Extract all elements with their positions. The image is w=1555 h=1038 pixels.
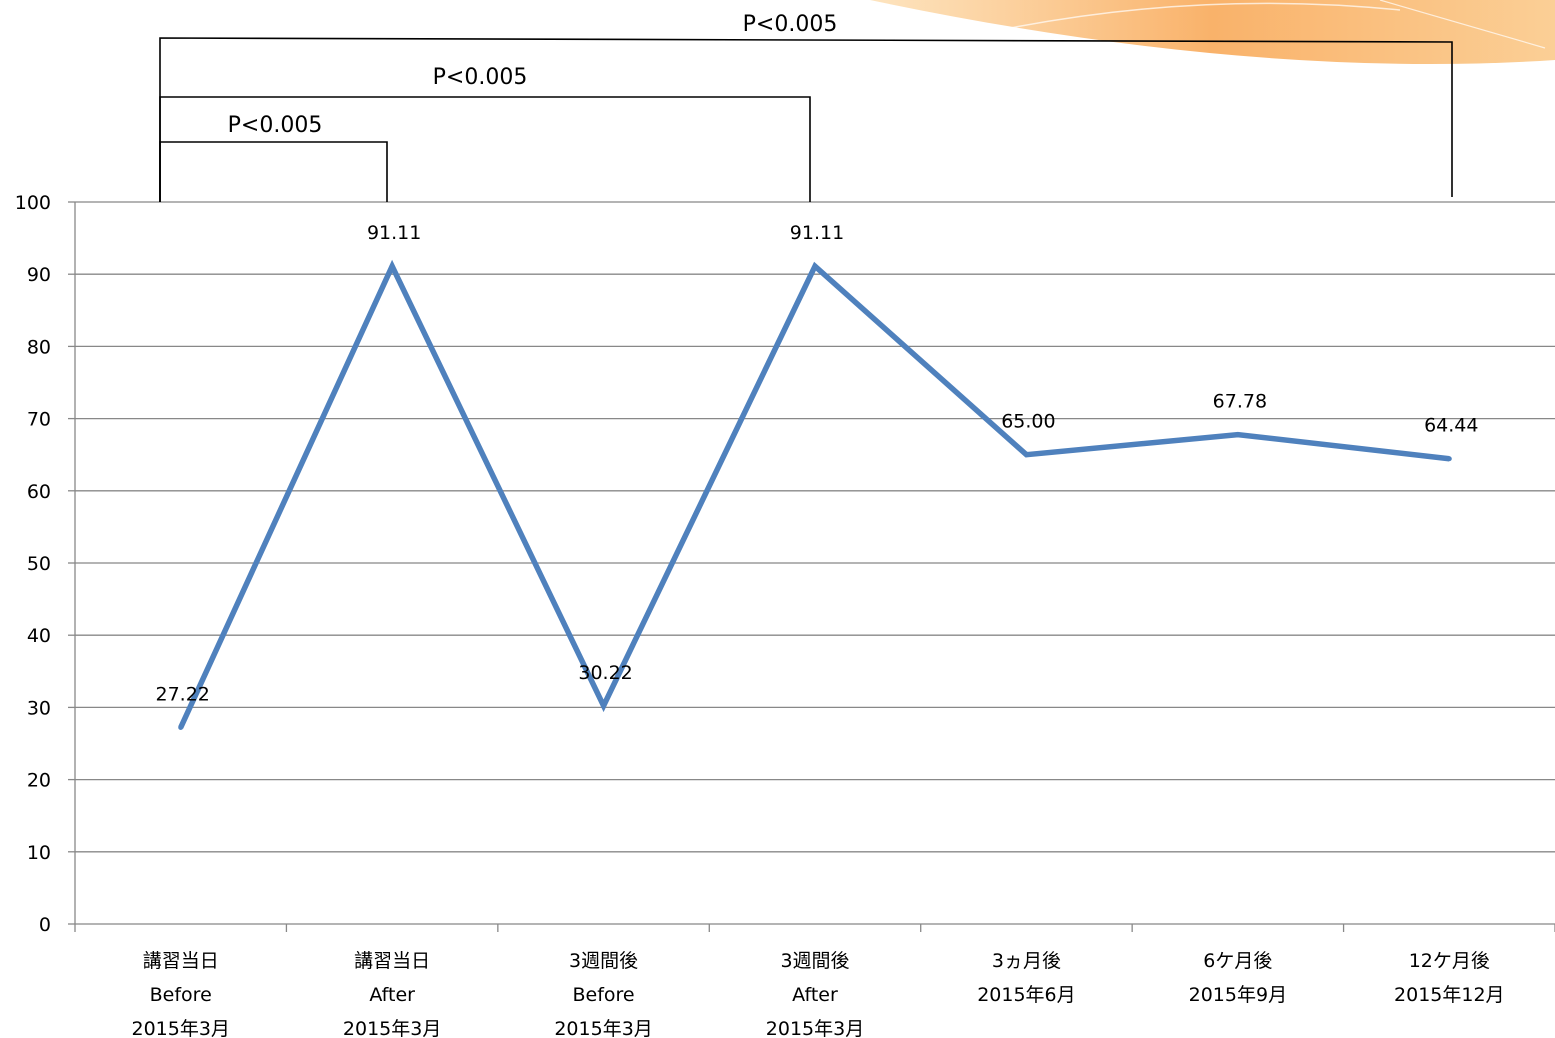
x-tick-label-line: 2015年3月: [554, 1018, 652, 1038]
significance-brackets: P<0.005 P<0.005 P<0.005: [159, 12, 1453, 202]
series: [178, 259, 1452, 730]
x-tick-label-line: 2015年3月: [766, 1018, 864, 1038]
data-label: 30.22: [578, 662, 632, 684]
x-tick-label: 講習当日 Before 2015年3月: [131, 950, 229, 1038]
series-line: [178, 259, 1450, 729]
data-point: [1023, 452, 1029, 458]
data-point: [812, 263, 818, 269]
data-point: [1235, 432, 1241, 438]
x-tick-label: 3週間後 After 2015年3月: [766, 950, 864, 1038]
significance-label: P<0.005: [743, 12, 838, 37]
significance-label: P<0.005: [228, 113, 323, 138]
decorative-swoosh: [870, 0, 1555, 64]
gridlines: [68, 201, 1555, 925]
y-tick-label: 40: [27, 625, 51, 647]
x-tick-label-line: 講習当日: [143, 950, 219, 972]
data-point: [389, 263, 395, 269]
x-tick-label-line: 2015年9月: [1189, 984, 1287, 1006]
y-tick-label: 80: [27, 336, 51, 358]
x-tick-label: 6ケ月後 2015年9月: [1189, 950, 1287, 1006]
data-label: 67.78: [1213, 391, 1267, 413]
x-tick-label: 講習当日 After 2015年3月: [343, 950, 441, 1038]
data-labels: 27.22 91.11 30.22 91.11 65.00 67.78 64.44: [156, 222, 1479, 705]
x-tick-label-line: 12ケ月後: [1409, 950, 1490, 972]
x-tick-label-line: 2015年12月: [1394, 984, 1505, 1006]
y-tick-label: 20: [27, 770, 51, 792]
x-tick-label-line: 3ヵ月後: [992, 950, 1061, 972]
y-tick-labels: 0 10 20 30 40 50 60 70 80 90 100: [15, 192, 51, 936]
x-tick-label: 3ヵ月後 2015年6月: [977, 950, 1075, 1006]
data-label: 65.00: [1001, 411, 1055, 433]
y-tick-label: 90: [27, 264, 51, 286]
y-tick-label: 30: [27, 697, 51, 719]
significance-bracket: [159, 37, 1453, 202]
x-tick-label-line: Before: [150, 984, 212, 1006]
x-tick-label-line: After: [369, 984, 415, 1006]
x-tick-label-line: 2015年3月: [131, 1018, 229, 1038]
significance-label: P<0.005: [433, 65, 528, 90]
axes: [74, 202, 1555, 932]
x-tick-label-line: 3週間後: [780, 950, 849, 972]
x-tick-label-line: Before: [573, 984, 635, 1006]
data-label: 27.22: [156, 683, 210, 705]
x-tick-label-line: 講習当日: [354, 950, 430, 972]
y-tick-label: 0: [39, 914, 51, 936]
data-label: 91.11: [790, 222, 844, 244]
data-point: [1446, 456, 1452, 462]
x-tick-label-line: After: [792, 984, 838, 1006]
y-tick-label: 50: [27, 553, 51, 575]
data-label: 91.11: [367, 222, 421, 244]
x-tick-label-line: 3週間後: [569, 950, 638, 972]
x-tick-label-line: 2015年6月: [977, 984, 1075, 1006]
data-point: [601, 703, 607, 709]
y-tick-label: 10: [27, 842, 51, 864]
x-tick-label: 12ケ月後 2015年12月: [1394, 950, 1505, 1006]
y-tick-label: 60: [27, 481, 51, 503]
x-tick-label: 3週間後 Before 2015年3月: [554, 950, 652, 1038]
x-tick-label-line: 6ケ月後: [1203, 950, 1272, 972]
x-tick-label-line: 2015年3月: [343, 1018, 441, 1038]
y-tick-label: 100: [15, 192, 51, 214]
data-point: [178, 724, 184, 730]
data-label: 64.44: [1424, 415, 1478, 437]
significance-bracket: [159, 141, 388, 202]
y-tick-label: 70: [27, 409, 51, 431]
